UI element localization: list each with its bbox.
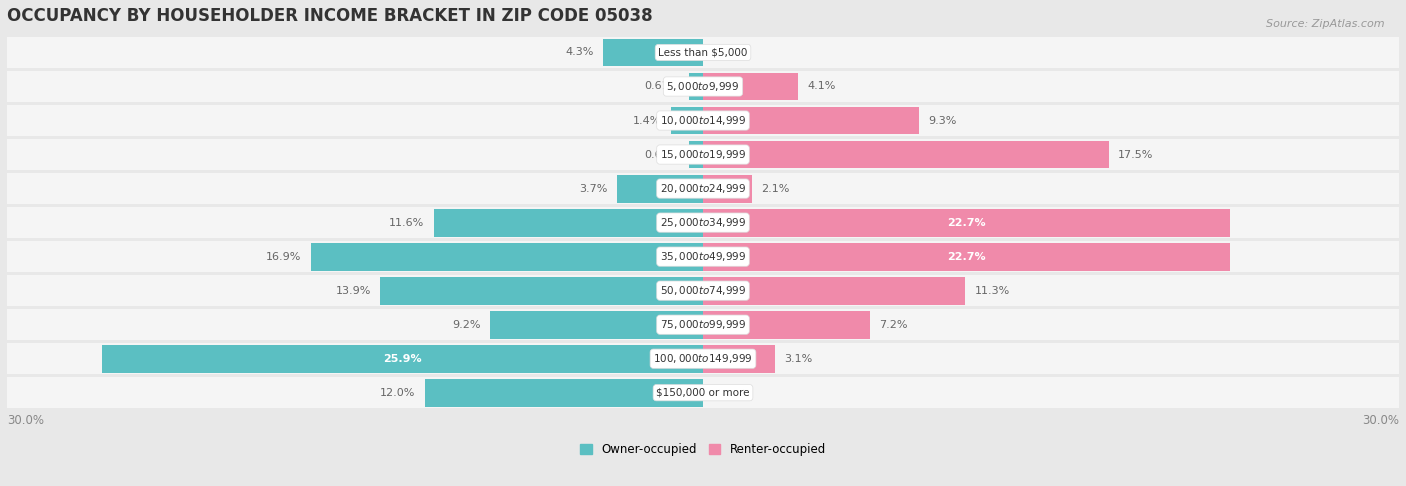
Bar	[425, 379, 703, 407]
Text: 0.0%: 0.0%	[713, 48, 741, 57]
Bar	[689, 72, 703, 101]
Text: 3.7%: 3.7%	[579, 184, 607, 193]
Bar	[703, 277, 965, 305]
Text: OCCUPANCY BY HOUSEHOLDER INCOME BRACKET IN ZIP CODE 05038: OCCUPANCY BY HOUSEHOLDER INCOME BRACKET …	[7, 7, 652, 25]
Text: 4.3%: 4.3%	[565, 48, 593, 57]
Text: 12.0%: 12.0%	[380, 388, 415, 398]
Bar	[703, 243, 1230, 271]
Bar	[7, 378, 1399, 408]
Text: $5,000 to $9,999: $5,000 to $9,999	[666, 80, 740, 93]
Bar	[7, 173, 1399, 204]
Text: 0.61%: 0.61%	[644, 82, 679, 91]
Text: 9.3%: 9.3%	[928, 116, 956, 125]
Bar	[703, 140, 1109, 169]
Text: 1.4%: 1.4%	[633, 116, 661, 125]
Bar	[703, 106, 918, 135]
Text: 25.9%: 25.9%	[384, 354, 422, 364]
Text: 22.7%: 22.7%	[948, 252, 986, 261]
Bar	[434, 208, 703, 237]
Bar	[689, 140, 703, 169]
Text: 30.0%: 30.0%	[7, 414, 44, 427]
Text: 30.0%: 30.0%	[1362, 414, 1399, 427]
Bar	[381, 277, 703, 305]
Bar	[7, 37, 1399, 68]
Text: 13.9%: 13.9%	[336, 286, 371, 295]
Bar	[7, 242, 1399, 272]
Bar	[603, 38, 703, 67]
Bar	[703, 208, 1230, 237]
Text: 11.3%: 11.3%	[974, 286, 1010, 295]
Bar	[489, 311, 703, 339]
Bar	[671, 106, 703, 135]
Text: $150,000 or more: $150,000 or more	[657, 388, 749, 398]
Text: $35,000 to $49,999: $35,000 to $49,999	[659, 250, 747, 263]
Bar	[7, 310, 1399, 340]
Bar	[7, 105, 1399, 136]
Bar	[7, 208, 1399, 238]
Bar	[7, 344, 1399, 374]
Bar	[7, 276, 1399, 306]
Text: 11.6%: 11.6%	[389, 218, 425, 227]
Text: $15,000 to $19,999: $15,000 to $19,999	[659, 148, 747, 161]
Bar	[103, 345, 703, 373]
Text: 22.7%: 22.7%	[948, 218, 986, 227]
Text: $10,000 to $14,999: $10,000 to $14,999	[659, 114, 747, 127]
Bar	[703, 311, 870, 339]
Bar	[7, 71, 1399, 102]
Text: 4.1%: 4.1%	[807, 82, 835, 91]
Text: $25,000 to $34,999: $25,000 to $34,999	[659, 216, 747, 229]
Text: 0.61%: 0.61%	[644, 150, 679, 159]
Text: $20,000 to $24,999: $20,000 to $24,999	[659, 182, 747, 195]
Bar	[703, 345, 775, 373]
Bar	[7, 139, 1399, 170]
Text: Source: ZipAtlas.com: Source: ZipAtlas.com	[1267, 19, 1385, 30]
Text: 17.5%: 17.5%	[1118, 150, 1154, 159]
Bar	[703, 174, 752, 203]
Text: Less than $5,000: Less than $5,000	[658, 48, 748, 57]
Bar	[703, 72, 799, 101]
Text: $100,000 to $149,999: $100,000 to $149,999	[654, 352, 752, 365]
Text: 2.1%: 2.1%	[761, 184, 789, 193]
Text: 3.1%: 3.1%	[785, 354, 813, 364]
Bar	[311, 243, 703, 271]
Text: 9.2%: 9.2%	[451, 320, 481, 330]
Text: $50,000 to $74,999: $50,000 to $74,999	[659, 284, 747, 297]
Text: $75,000 to $99,999: $75,000 to $99,999	[659, 318, 747, 331]
Text: 16.9%: 16.9%	[266, 252, 302, 261]
Text: 0.0%: 0.0%	[713, 388, 741, 398]
Text: 7.2%: 7.2%	[879, 320, 908, 330]
Legend: Owner-occupied, Renter-occupied: Owner-occupied, Renter-occupied	[575, 438, 831, 461]
Bar	[617, 174, 703, 203]
